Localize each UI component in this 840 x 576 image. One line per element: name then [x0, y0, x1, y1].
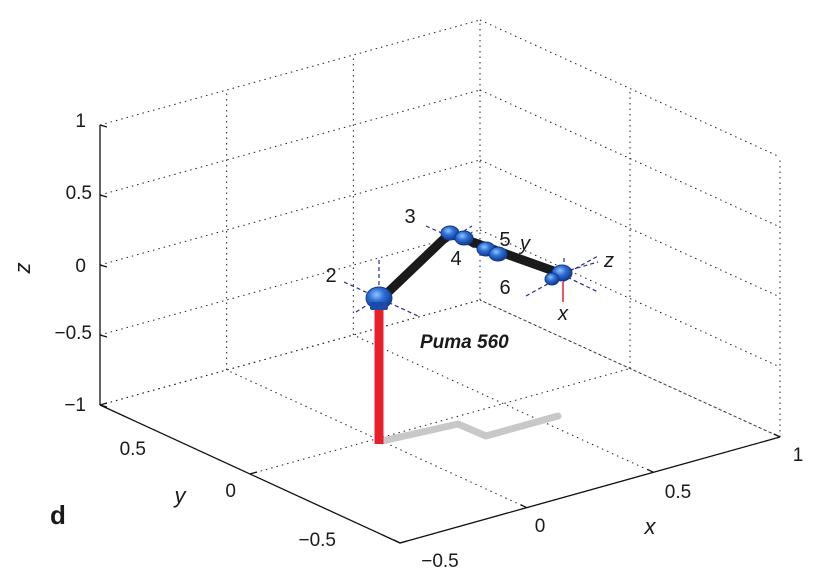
tool-z-axis: [569, 261, 599, 271]
x-tick-mark: [773, 433, 781, 438]
axis-lines: [99, 124, 781, 544]
joint-label-6: 6: [499, 277, 510, 299]
panel-label: d: [50, 500, 66, 530]
tool-flange: [544, 272, 560, 286]
y-tick-mark: [249, 471, 258, 475]
x-tick-mark: [393, 539, 401, 544]
y-tick-label: −0.5: [298, 530, 336, 551]
z-tick-mark: [99, 334, 108, 338]
z-tick-labels: 1 0.5 0 −0.5 −1: [54, 111, 92, 416]
z-tick-label: 0: [75, 256, 86, 277]
robot-name-label: Puma 560: [420, 332, 509, 353]
y-tick-label: 0: [225, 481, 236, 502]
tool-frame-label-x: x: [557, 303, 569, 325]
joint-2-flange: [370, 302, 388, 310]
joint-label-3: 3: [404, 206, 415, 228]
z-tick-label: 0.5: [66, 183, 92, 204]
robot-shadow: [378, 412, 562, 445]
grid-lines: [99, 19, 781, 544]
robot-links: [376, 229, 567, 304]
joint-4: [454, 230, 474, 246]
z-tick-label: −0.5: [54, 323, 92, 344]
grid-line: [99, 19, 481, 126]
x-tick-label: 1: [793, 445, 804, 466]
z-tick-label: −1: [64, 395, 86, 416]
tool-frame-label-y: y: [518, 233, 531, 255]
joint-label-5: 5: [499, 229, 510, 251]
grid-line: [99, 89, 481, 196]
y-tick-mark: [99, 402, 108, 406]
tool-frame-label-z: z: [603, 250, 614, 272]
x-tick-labels: −0.5 0 0.5 1: [421, 445, 803, 572]
joint-label-2: 2: [325, 265, 336, 287]
y-tick-mark: [399, 540, 408, 544]
joint-5b: [488, 246, 508, 262]
y-axis-label: y: [173, 483, 188, 508]
robot-joints: [365, 225, 573, 310]
x-axis-label: x: [644, 514, 657, 539]
x-tick-label: 0: [535, 516, 546, 537]
axes-box: [99, 19, 781, 544]
joint-label-4: 4: [450, 248, 461, 270]
y-tick-labels: 0.5 0 −0.5: [120, 439, 336, 551]
x-axis-line: [399, 436, 781, 544]
x-tick-label: 0.5: [665, 482, 691, 503]
grid-line: [353, 334, 654, 473]
z-tick-mark: [99, 124, 108, 128]
x-tick-label: −0.5: [421, 551, 459, 572]
grid-line: [249, 368, 631, 475]
x-tick-mark: [647, 468, 654, 473]
z-tick-mark: [99, 194, 108, 198]
z-axis-label: z: [10, 263, 35, 275]
x-tick-mark: [520, 504, 527, 509]
z-tick-mark: [99, 264, 108, 268]
y-tick-label: 0.5: [120, 439, 146, 460]
grid-line: [99, 229, 481, 336]
z-tick-label: 1: [75, 111, 86, 132]
grid-line: [99, 159, 481, 266]
